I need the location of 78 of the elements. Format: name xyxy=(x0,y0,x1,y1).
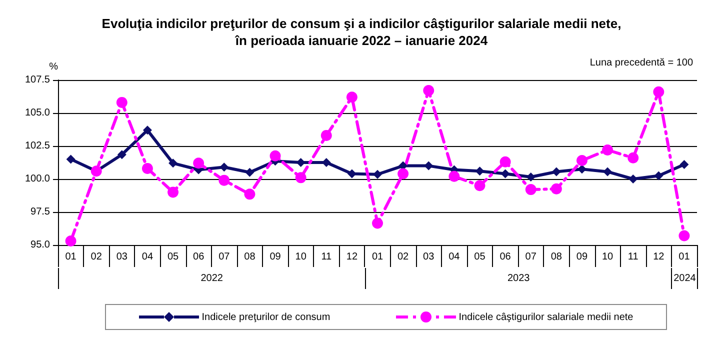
point xyxy=(244,188,256,200)
x-tick-label: 12 xyxy=(346,252,358,262)
x-tick-label: 07 xyxy=(218,252,230,262)
point xyxy=(602,144,614,156)
point xyxy=(475,166,484,176)
point xyxy=(193,158,204,169)
chart-title: Evoluţia indicilor preţurilor de consum şi a indicilor câştigurilor salariale medii nete, în perioada ianuarie 2022 – ianuarie 2024 xyxy=(102,16,622,48)
x-tick-label: 07 xyxy=(525,252,537,262)
point xyxy=(346,92,358,103)
x-tick-label: 08 xyxy=(550,252,562,262)
point xyxy=(116,96,128,108)
point xyxy=(347,169,356,178)
y-tick-label: 95.0 xyxy=(30,240,50,250)
y-tick-label: 105.0 xyxy=(24,108,50,118)
text: 2022 xyxy=(58,268,366,289)
point xyxy=(603,167,612,176)
point xyxy=(218,174,230,186)
point xyxy=(653,86,664,98)
point xyxy=(423,85,434,96)
point xyxy=(66,154,76,164)
point xyxy=(142,126,152,135)
point xyxy=(500,169,510,178)
y-tick-label: 97.5 xyxy=(30,206,50,218)
x-tick-label: 02 xyxy=(90,252,102,262)
point xyxy=(168,186,179,198)
point xyxy=(500,156,511,168)
text: Luna precedentă = 100 xyxy=(590,58,694,68)
point xyxy=(245,168,254,177)
point xyxy=(117,150,126,160)
point xyxy=(320,130,332,141)
x-tick-label: 05 xyxy=(167,252,180,262)
point xyxy=(525,184,536,196)
point xyxy=(398,168,409,180)
x-tick-label: 10 xyxy=(295,252,307,262)
point xyxy=(270,150,281,162)
point xyxy=(550,183,562,194)
x-tick-label: 06 xyxy=(193,252,205,262)
x-tick-label: 08 xyxy=(244,252,256,262)
point xyxy=(474,180,486,192)
x-tick-label: 01 xyxy=(678,252,690,262)
x-tick-label: 05 xyxy=(474,252,486,262)
y-tick-label: 102.5 xyxy=(24,140,50,152)
y-tick-label: 107.5 xyxy=(24,74,50,86)
text: 2024 xyxy=(671,268,698,289)
x-tick-label: 09 xyxy=(576,252,588,262)
point xyxy=(680,160,689,169)
point xyxy=(678,230,690,242)
x-tick-label: 11 xyxy=(321,252,332,262)
point xyxy=(168,158,178,168)
point xyxy=(576,155,588,166)
x-tick-label: 03 xyxy=(423,252,435,262)
y-axis-title: % xyxy=(49,62,58,72)
x-tick-label: 12 xyxy=(653,252,665,262)
x-tick-label: 03 xyxy=(116,252,128,262)
point xyxy=(220,162,229,172)
point xyxy=(448,170,460,182)
point xyxy=(295,172,306,184)
x-tick-label: 01 xyxy=(65,252,77,262)
y-tick-label: 100.0 xyxy=(24,174,50,184)
point xyxy=(526,172,536,182)
x-tick-label: 04 xyxy=(142,252,154,262)
point xyxy=(552,167,561,176)
x-tick-label: 09 xyxy=(270,252,282,262)
x-tick-label: 06 xyxy=(500,252,512,262)
point xyxy=(372,218,383,229)
legend-label: Indicele câştigurilor salariale medii nete xyxy=(458,312,634,322)
point xyxy=(373,170,382,179)
legend-label: Indicele preţurilor de consum xyxy=(202,312,330,322)
x-tick-label: 10 xyxy=(602,252,614,262)
x-tick-label: 02 xyxy=(397,252,410,262)
x-tick-label: 01 xyxy=(372,252,384,262)
point xyxy=(628,152,639,164)
text: 2023 xyxy=(364,268,672,289)
x-tick-label: 11 xyxy=(628,252,639,262)
point xyxy=(65,236,76,247)
x-tick-label: 04 xyxy=(448,252,460,262)
point xyxy=(142,162,153,174)
point xyxy=(654,171,664,180)
